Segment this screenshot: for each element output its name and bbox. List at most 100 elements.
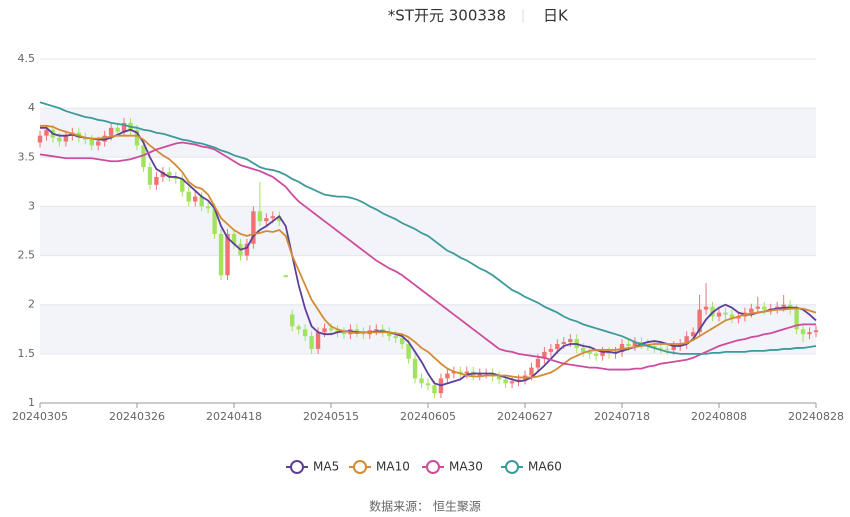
candle-body: [186, 191, 191, 202]
ma-line: [39, 141, 816, 371]
candle-body: [723, 312, 728, 315]
candle-body: [626, 344, 631, 346]
candle-body: [361, 332, 366, 335]
candle-body: [328, 328, 334, 331]
candle-body: [147, 167, 153, 185]
y-tick-label: 4: [28, 101, 35, 114]
x-tick-label: 20240305: [12, 410, 68, 423]
legend-label: MA5: [313, 460, 339, 474]
candle-body: [593, 353, 599, 356]
candle-body: [121, 122, 127, 132]
period: 日K: [543, 7, 569, 25]
candle-body: [632, 342, 638, 346]
source: 数据来源： 恒生聚源: [369, 499, 481, 514]
y-tick-label: 3: [28, 199, 35, 212]
candle-body: [199, 196, 204, 207]
legend-marker: [290, 460, 304, 474]
y-tick-label: 3.5: [18, 150, 36, 163]
x-tick-label: 20240605: [400, 410, 456, 423]
candle-body: [535, 358, 541, 368]
candle-body: [173, 176, 178, 179]
x-tick-label: 20240418: [206, 410, 262, 423]
grid-band: [40, 108, 816, 158]
candle-body: [542, 351, 547, 359]
candle-body: [600, 351, 605, 356]
candle-body: [665, 348, 670, 350]
x-tick-label: 20240718: [594, 410, 650, 423]
candle-body: [257, 211, 263, 222]
x-tick-label: 20240515: [303, 410, 359, 423]
candle-body: [205, 206, 211, 209]
y-tick-label: 2.5: [18, 249, 36, 262]
y-tick-label: 1: [28, 396, 35, 409]
candle-body: [115, 127, 120, 132]
candle-body: [678, 344, 683, 346]
candle-body: [775, 306, 780, 309]
candle-body: [290, 314, 295, 327]
candle-body: [516, 379, 521, 382]
candle-body: [225, 233, 230, 276]
ma-line: [40, 126, 817, 387]
candle-body: [807, 332, 812, 335]
candle-body: [529, 367, 534, 376]
candle-body: [212, 208, 217, 234]
candle-body: [451, 371, 457, 374]
candle-body: [652, 345, 657, 348]
legend-label: MA30: [449, 460, 483, 474]
candle-body: [167, 172, 172, 177]
legend-label: MA60: [528, 460, 562, 474]
candle-body: [781, 304, 786, 307]
candle-body: [813, 330, 819, 333]
candle-body: [393, 336, 398, 339]
candle-body: [283, 275, 288, 278]
candle-body: [800, 329, 806, 335]
candle-body: [503, 379, 508, 384]
y-tick-label: 4.5: [18, 52, 36, 65]
candle-body: [729, 314, 735, 319]
x-tick-label: 20240627: [497, 410, 553, 423]
candle-body: [231, 233, 237, 244]
candle-body: [671, 345, 676, 350]
candle-body: [587, 351, 592, 354]
candle-body: [794, 309, 799, 330]
candle-body: [63, 135, 69, 142]
candle-body: [193, 196, 198, 202]
candle-body: [581, 347, 586, 352]
candle-body: [277, 216, 282, 222]
candle-body: [335, 330, 340, 333]
candle-body: [406, 344, 411, 359]
ma-line: [40, 124, 817, 379]
y-tick-label: 2: [28, 298, 35, 311]
candle-body: [302, 329, 308, 337]
candle-body: [509, 381, 515, 384]
candle-body: [425, 383, 431, 386]
candle-body: [309, 336, 314, 349]
candle-body: [141, 145, 146, 168]
candle-body: [464, 371, 469, 374]
chart-title: *ST开元 300338: [388, 7, 506, 25]
candle-body: [270, 216, 275, 219]
candle-body: [606, 351, 612, 354]
candle-body: [296, 326, 301, 330]
x-tick-label: 20240828: [788, 410, 844, 423]
candle-body: [477, 373, 482, 376]
candle-body: [496, 376, 502, 380]
candle-body: [89, 139, 94, 146]
candle-body: [697, 309, 702, 333]
candle-body: [154, 176, 159, 185]
legend-marker: [426, 460, 440, 474]
candle-body: [244, 243, 250, 256]
candle-body: [432, 385, 437, 394]
candle-body: [568, 339, 573, 343]
candle-body: [96, 141, 101, 146]
candle-body: [102, 135, 107, 142]
candle-body: [690, 332, 696, 337]
x-tick-label: 20240326: [109, 410, 165, 423]
candle-body: [374, 329, 379, 331]
candle-body: [108, 127, 114, 136]
candle-body: [736, 316, 741, 319]
candle-body: [703, 306, 709, 310]
y-tick-label: 1.5: [18, 347, 36, 360]
candle-body: [160, 172, 166, 177]
